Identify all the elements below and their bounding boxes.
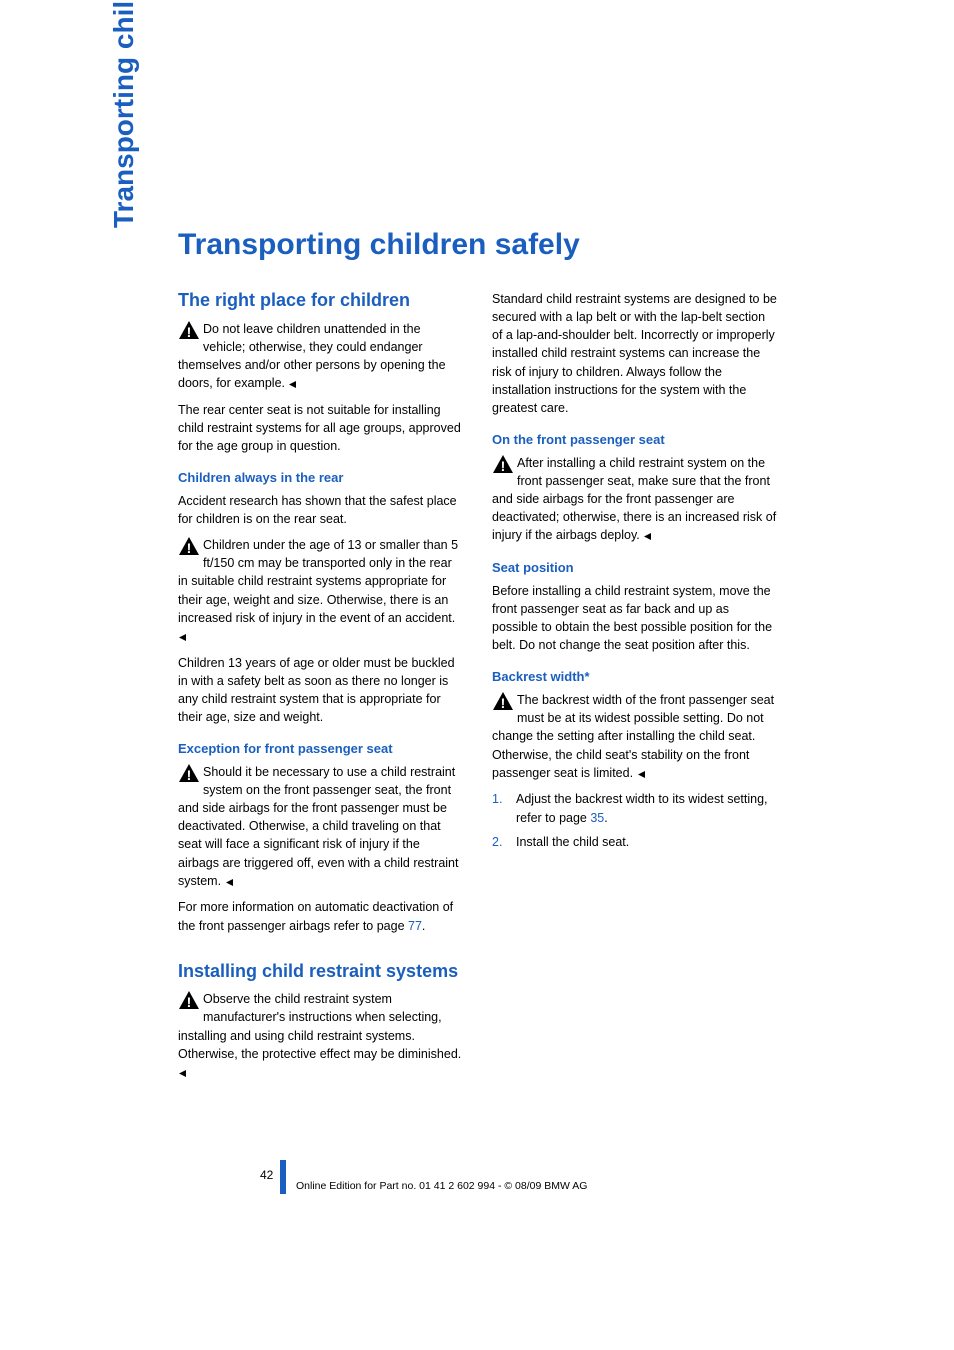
page-link-77[interactable]: 77 — [408, 919, 422, 933]
end-mark-icon — [178, 1063, 187, 1081]
heading-children-rear: Children always in the rear — [178, 469, 464, 488]
right-column: Standard child restraint systems are des… — [492, 290, 778, 1090]
end-mark-icon — [643, 527, 652, 545]
warning-backrest: ! The backrest width of the front passen… — [492, 691, 778, 782]
page-link-35[interactable]: 35 — [590, 811, 604, 825]
warning-front-seat: ! Should it be necessary to use a child … — [178, 763, 464, 891]
end-mark-icon — [178, 627, 187, 645]
warning-after-install: ! After installing a child restraint sys… — [492, 454, 778, 545]
warning-icon: ! — [492, 691, 514, 711]
end-mark-icon — [288, 375, 297, 393]
footer-text: Online Edition for Part no. 01 41 2 602 … — [296, 1180, 587, 1192]
heading-installing: Installing child restraint systems — [178, 961, 464, 983]
page-number: 42 — [260, 1168, 273, 1182]
warning-text: After installing a child restraint syste… — [492, 456, 776, 543]
warning-text: The backrest width of the front passenge… — [492, 693, 774, 780]
para-accident: Accident research has shown that the saf… — [178, 492, 464, 528]
warning-icon: ! — [178, 320, 200, 340]
svg-text:!: ! — [187, 767, 192, 783]
list-text: Install the child seat. — [516, 833, 629, 851]
text-segment: Adjust the backrest width to its widest … — [516, 792, 768, 824]
heading-backrest: Backrest width* — [492, 668, 778, 687]
warning-text: Do not leave children unattended in the … — [178, 322, 446, 390]
svg-text:!: ! — [187, 994, 192, 1010]
side-tab: Transporting children safely — [108, 0, 140, 228]
para-standard: Standard child restraint systems are des… — [492, 290, 778, 417]
warning-icon: ! — [178, 536, 200, 556]
list-item-2: 2. Install the child seat. — [492, 833, 778, 851]
para-seat-position: Before installing a child restraint syst… — [492, 582, 778, 655]
page-title: Transporting children safely — [178, 228, 580, 262]
warning-under13: ! Children under the age of 13 or smalle… — [178, 536, 464, 645]
svg-text:!: ! — [501, 695, 506, 711]
heading-seat-position: Seat position — [492, 559, 778, 578]
list-item-1: 1. Adjust the backrest width to its wide… — [492, 790, 778, 826]
svg-text:!: ! — [187, 540, 192, 556]
warning-manufacturer: ! Observe the child restraint system man… — [178, 990, 464, 1081]
warning-icon: ! — [178, 990, 200, 1010]
para-children13: Children 13 years of age or older must b… — [178, 654, 464, 727]
end-mark-icon — [637, 764, 646, 782]
svg-text:!: ! — [501, 458, 506, 474]
warning-icon: ! — [492, 454, 514, 474]
list-number: 1. — [492, 790, 516, 826]
left-column: The right place for children ! Do not le… — [178, 290, 464, 1090]
para-rear-center: The rear center seat is not suitable for… — [178, 401, 464, 455]
heading-exception: Exception for front passenger seat — [178, 740, 464, 759]
content-area: The right place for children ! Do not le… — [178, 290, 778, 1090]
warning-icon: ! — [178, 763, 200, 783]
warning-text: Observe the child restraint system manuf… — [178, 992, 461, 1060]
heading-front-passenger: On the front passenger seat — [492, 431, 778, 450]
footer-bar — [280, 1160, 286, 1194]
list-number: 2. — [492, 833, 516, 851]
warning-text: Should it be necessary to use a child re… — [178, 765, 458, 888]
end-mark-icon — [225, 872, 234, 890]
svg-text:!: ! — [187, 324, 192, 340]
list-text: Adjust the backrest width to its widest … — [516, 790, 778, 826]
warning-unattended: ! Do not leave children unattended in th… — [178, 320, 464, 393]
text-segment: . — [422, 919, 425, 933]
heading-right-place: The right place for children — [178, 290, 464, 312]
text-segment: . — [604, 811, 607, 825]
warning-text: Children under the age of 13 or smaller … — [178, 538, 458, 625]
para-more-info: For more information on automatic deacti… — [178, 898, 464, 934]
